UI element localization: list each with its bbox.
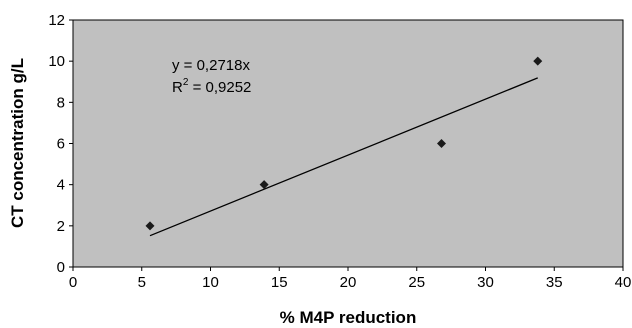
trendline xyxy=(149,77,538,237)
x-tick-label: 5 xyxy=(138,274,146,291)
y-tick-label: 10 xyxy=(48,53,65,70)
r-squared-superscript: 2 xyxy=(183,77,189,88)
x-tick-label: 40 xyxy=(615,274,632,291)
y-tick-label: 2 xyxy=(57,218,65,235)
y-tick-label: 8 xyxy=(57,94,65,111)
trendline-equation: y = 0,2718x xyxy=(172,57,250,74)
x-axis: 0 5 10 15 20 25 30 35 40 xyxy=(69,267,632,291)
r-squared-value: = 0,9252 xyxy=(188,79,251,96)
y-axis: 0 2 4 6 8 10 12 xyxy=(48,12,73,276)
data-point xyxy=(533,56,543,66)
y-tick-label: 12 xyxy=(48,12,65,29)
y-tick-label: 0 xyxy=(57,259,65,276)
r-squared-label: R2 = 0,9252 xyxy=(172,77,251,96)
x-tick-label: 20 xyxy=(340,274,357,291)
y-tick-label: 6 xyxy=(57,136,65,153)
x-axis-title: % M4P reduction xyxy=(280,308,417,327)
r-squared-prefix: R xyxy=(172,79,183,96)
x-tick-label: 25 xyxy=(408,274,425,291)
x-tick-label: 0 xyxy=(69,274,77,291)
data-point xyxy=(145,221,155,231)
data-points xyxy=(145,56,543,231)
x-tick-label: 15 xyxy=(271,274,288,291)
x-tick-label: 35 xyxy=(546,274,563,291)
y-axis-title: CT concentration g/L xyxy=(8,58,27,228)
x-tick-label: 30 xyxy=(477,274,494,291)
plot-area xyxy=(72,19,624,268)
data-point xyxy=(437,139,446,148)
y-tick-label: 4 xyxy=(57,177,65,194)
trendline-group xyxy=(149,77,538,237)
data-point xyxy=(259,180,269,190)
x-tick-label: 10 xyxy=(202,274,219,291)
